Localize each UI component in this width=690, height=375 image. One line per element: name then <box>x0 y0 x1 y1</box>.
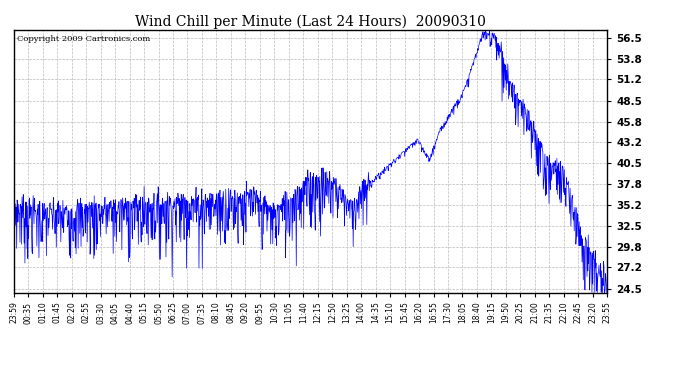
Title: Wind Chill per Minute (Last 24 Hours)  20090310: Wind Chill per Minute (Last 24 Hours) 20… <box>135 15 486 29</box>
Text: Copyright 2009 Cartronics.com: Copyright 2009 Cartronics.com <box>17 35 150 43</box>
